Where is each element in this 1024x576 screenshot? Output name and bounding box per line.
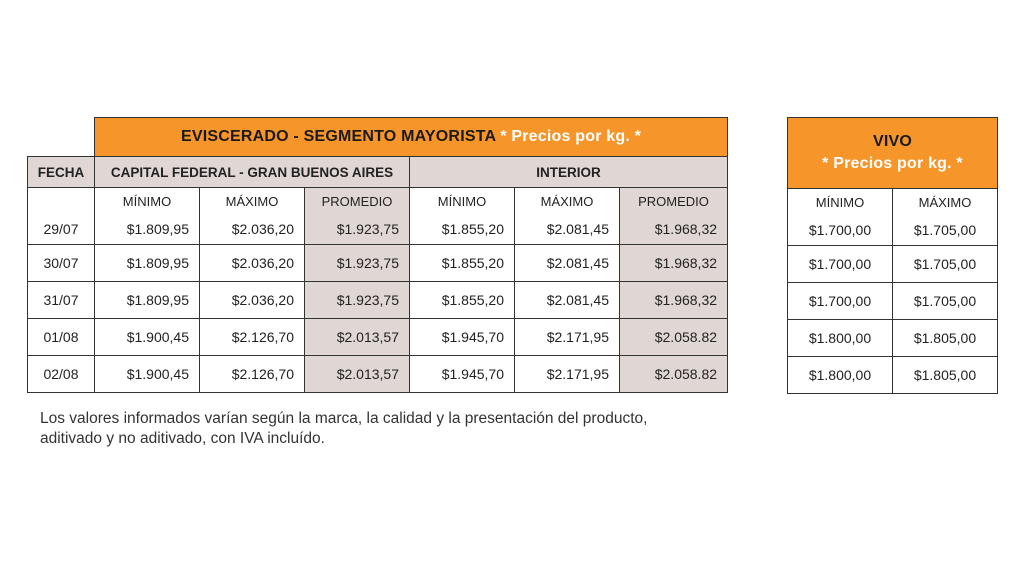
cf-min-cell: $1.809,95 [94,214,200,245]
cf-max-cell: $2.126,70 [199,318,305,356]
int-min-header: MÍNIMO [409,187,515,214]
table-row: 29/07 $1.809,95 $2.036,20 $1.923,75 $1.855,2… [27,214,729,245]
eviscerado-price-table: EVISCERADO - SEGMENTO MAYORISTA * Precio… [27,117,729,393]
table-row: 30/07 $1.809,95 $2.036,20 $1.923,75 $1.855,2… [27,244,729,282]
int-avg-cell: $1.968,32 [618,281,729,319]
fecha-cell: 31/07 [27,281,95,319]
cf-avg-cell: $1.923,75 [304,281,410,319]
table-row: $1.800,00 $1.805,00 [787,319,998,357]
int-min-cell: $1.945,70 [409,355,515,393]
table-row: 31/07 $1.809,95 $2.036,20 $1.923,75 $1.855,2… [27,281,729,319]
capital-federal-header: CAPITAL FEDERAL - GRAN BUENOS AIRES [94,156,410,188]
int-avg-cell: $1.968,32 [618,244,729,282]
cf-avg-cell: $1.923,75 [304,214,410,245]
vivo-min-cell: $1.800,00 [787,356,893,394]
fecha-cell: 30/07 [27,244,95,282]
int-avg-cell: $2.058.82 [618,355,729,393]
int-max-cell: $2.081,45 [514,214,620,245]
int-avg-header: PROMEDIO [618,187,729,214]
vivo-min-cell: $1.700,00 [787,282,893,320]
table-row: $1.800,00 $1.805,00 [787,356,998,394]
vivo-max-cell: $1.705,00 [892,215,998,246]
int-max-cell: $2.171,95 [514,355,620,393]
int-max-header: MÁXIMO [514,187,620,214]
int-avg-cell: $1.968,32 [618,214,729,245]
cf-avg-cell: $2.013,57 [304,318,410,356]
cf-max-cell: $2.036,20 [199,244,305,282]
fecha-cell: 01/08 [27,318,95,356]
vivo-min-cell: $1.800,00 [787,319,893,357]
cf-avg-cell: $2.013,57 [304,355,410,393]
table-row: $1.700,00 $1.705,00 [787,282,998,320]
vivo-min-header: MÍNIMO [787,188,893,215]
int-max-cell: $2.081,45 [514,244,620,282]
int-max-cell: $2.171,95 [514,318,620,356]
eviscerado-title-note: * Precios por kg. * [500,128,642,145]
vivo-title-text: VIVO [872,133,913,150]
eviscerado-title-text: EVISCERADO - SEGMENTO MAYORISTA [180,128,496,145]
vivo-price-table: VIVO * Precios por kg. * MÍNIMO MÁXIMO $… [787,117,998,394]
cf-min-cell: $1.900,45 [94,318,200,356]
table-row: $1.700,00 $1.705,00 [787,215,998,246]
cf-max-cell: $2.036,20 [199,281,305,319]
cf-min-header: MÍNIMO [94,187,200,214]
int-min-cell: $1.855,20 [409,244,515,282]
cf-min-cell: $1.809,95 [94,244,200,282]
int-avg-cell: $2.058.82 [618,318,729,356]
vivo-max-header: MÁXIMO [892,188,998,215]
footnote-line-2: aditivado y no aditivado, con IVA incluí… [40,430,325,447]
cf-min-cell: $1.809,95 [94,281,200,319]
fecha-cell: 29/07 [27,214,95,245]
table-row: 02/08 $1.900,45 $2.126,70 $2.013,57 $1.945,7… [27,355,729,393]
int-min-cell: $1.855,20 [409,214,515,245]
vivo-title: VIVO * Precios por kg. * [787,117,998,189]
vivo-max-cell: $1.705,00 [892,282,998,320]
vivo-min-cell: $1.700,00 [787,245,893,283]
table-row: $1.700,00 $1.705,00 [787,245,998,283]
vivo-title-note: * Precios por kg. * [822,155,963,172]
int-max-cell: $2.081,45 [514,281,620,319]
footnote-line-1: Los valores informados varían según la m… [40,410,648,427]
int-min-cell: $1.855,20 [409,281,515,319]
fecha-subheader-empty [27,187,95,214]
table-row: 01/08 $1.900,45 $2.126,70 $2.013,57 $1.945,7… [27,318,729,356]
cf-max-header: MÁXIMO [199,187,305,214]
eviscerado-title: EVISCERADO - SEGMENTO MAYORISTA * Precio… [93,117,729,157]
cf-max-cell: $2.036,20 [199,214,305,245]
fecha-cell: 02/08 [27,355,95,393]
vivo-min-cell: $1.700,00 [787,215,893,246]
vivo-max-cell: $1.705,00 [892,245,998,283]
cf-avg-header: PROMEDIO [304,187,410,214]
cf-max-cell: $2.126,70 [199,355,305,393]
vivo-max-cell: $1.805,00 [892,356,998,394]
int-min-cell: $1.945,70 [409,318,515,356]
cf-avg-cell: $1.923,75 [304,244,410,282]
interior-header: INTERIOR [408,156,729,188]
footnote: Los valores informados varían según la m… [40,409,760,449]
corner-empty [27,117,95,157]
fecha-header: FECHA [27,156,95,188]
cf-min-cell: $1.900,45 [94,355,200,393]
vivo-max-cell: $1.805,00 [892,319,998,357]
